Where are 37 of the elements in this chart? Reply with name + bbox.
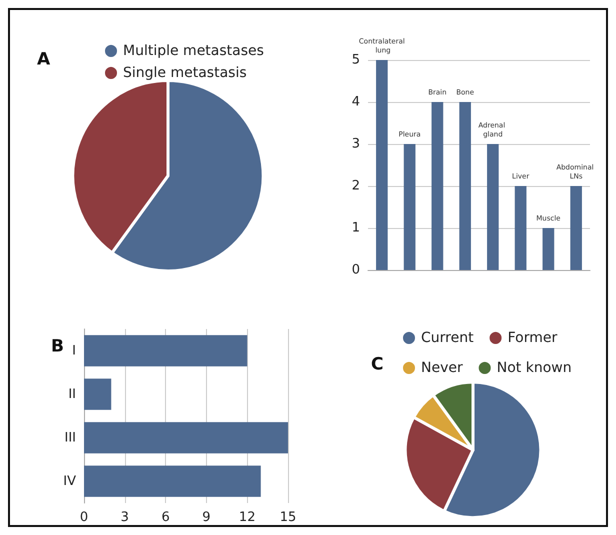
y-tick-label: I	[72, 343, 76, 358]
x-tick-label: 0	[80, 510, 88, 525]
bar	[376, 60, 388, 270]
y-tick-label: III	[64, 430, 76, 446]
bar	[487, 144, 499, 270]
legend-label: Never	[421, 360, 463, 376]
text: B	[51, 336, 64, 356]
y-tick-label: IV	[63, 474, 76, 489]
y-tick-label: 1	[352, 220, 360, 236]
bar	[542, 228, 554, 270]
x-tick-label: 15	[280, 510, 296, 525]
legend-label: Multiple metastases	[123, 43, 264, 59]
y-tick-label: 3	[352, 136, 360, 152]
y-tick-label: 4	[352, 94, 360, 110]
bar	[84, 422, 288, 454]
y-tick-label: 0	[352, 262, 360, 278]
x-tick-label: 3	[120, 510, 129, 525]
y-tick-label: II	[68, 386, 76, 402]
bar	[84, 378, 112, 410]
legend-label: Current	[421, 330, 474, 346]
bar	[570, 186, 582, 270]
text: C	[371, 354, 384, 374]
bar	[459, 102, 471, 270]
bar	[432, 102, 444, 270]
bar	[514, 186, 526, 270]
legend-label: Former	[508, 330, 558, 346]
x-tick-label: 9	[202, 510, 211, 525]
y-tick-label: 2	[352, 178, 360, 194]
chart-title: A	[37, 50, 51, 70]
x-tick-label: 12	[238, 510, 256, 525]
bar	[84, 335, 248, 366]
legend-label: Single metastasis	[123, 65, 247, 81]
y-tick-label: 5	[352, 52, 360, 68]
legend-label: Not known	[496, 360, 572, 376]
x-tick-label: 6	[161, 510, 170, 525]
bar	[404, 144, 416, 270]
bar	[84, 466, 261, 497]
